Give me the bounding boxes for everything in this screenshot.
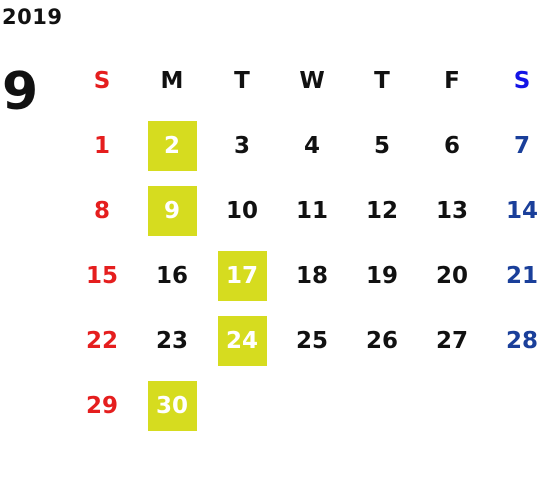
calendar-year: 2019: [2, 5, 63, 29]
day-cell[interactable]: 27: [435, 327, 468, 354]
day-cell[interactable]: 5: [373, 132, 390, 159]
day-cell-highlighted[interactable]: 2: [147, 120, 197, 171]
calendar-grid: S M T W T F S 1 2 3 4 5 6 7 8 9 10 11 12…: [67, 48, 548, 438]
weekday-sunday: S: [93, 67, 111, 94]
day-cell[interactable]: 16: [155, 262, 188, 289]
day-cell[interactable]: 3: [233, 132, 250, 159]
weekday-wednesday: W: [299, 67, 325, 94]
weekday-header-row: S M T W T F S: [67, 48, 548, 113]
day-cell[interactable]: 1: [93, 132, 110, 159]
weekday-tuesday: T: [234, 67, 250, 94]
weekday-thursday: T: [374, 67, 390, 94]
day-cell[interactable]: 4: [303, 132, 320, 159]
week-row-4: 22 23 24 25 26 27 28: [67, 308, 548, 373]
day-cell[interactable]: 12: [365, 197, 398, 224]
day-cell[interactable]: 19: [365, 262, 398, 289]
day-cell[interactable]: 23: [155, 327, 188, 354]
week-row-5: 29 30: [67, 373, 548, 438]
weekday-friday: F: [444, 67, 460, 94]
day-cell[interactable]: 18: [295, 262, 328, 289]
weekday-monday: M: [160, 67, 184, 94]
day-cell[interactable]: 13: [435, 197, 468, 224]
day-cell[interactable]: 20: [435, 262, 468, 289]
weekday-saturday: S: [513, 67, 531, 94]
day-cell[interactable]: 11: [295, 197, 328, 224]
day-cell[interactable]: 7: [513, 132, 530, 159]
day-cell-highlighted[interactable]: 24: [217, 315, 267, 366]
day-cell[interactable]: 28: [505, 327, 538, 354]
week-row-3: 15 16 17 18 19 20 21: [67, 243, 548, 308]
week-row-1: 1 2 3 4 5 6 7: [67, 113, 548, 178]
day-cell[interactable]: 6: [443, 132, 460, 159]
day-cell[interactable]: 22: [85, 327, 118, 354]
day-cell[interactable]: 25: [295, 327, 328, 354]
day-cell-highlighted[interactable]: 17: [217, 250, 267, 301]
day-cell[interactable]: 29: [85, 392, 118, 419]
week-row-2: 8 9 10 11 12 13 14: [67, 178, 548, 243]
day-cell[interactable]: 10: [225, 197, 258, 224]
day-cell[interactable]: 21: [505, 262, 538, 289]
day-cell[interactable]: 26: [365, 327, 398, 354]
day-cell-highlighted[interactable]: 9: [147, 185, 197, 236]
calendar-month: 9: [2, 62, 39, 122]
day-cell[interactable]: 8: [93, 197, 110, 224]
day-cell[interactable]: 14: [505, 197, 538, 224]
day-cell-highlighted[interactable]: 30: [147, 380, 197, 431]
day-cell[interactable]: 15: [85, 262, 118, 289]
